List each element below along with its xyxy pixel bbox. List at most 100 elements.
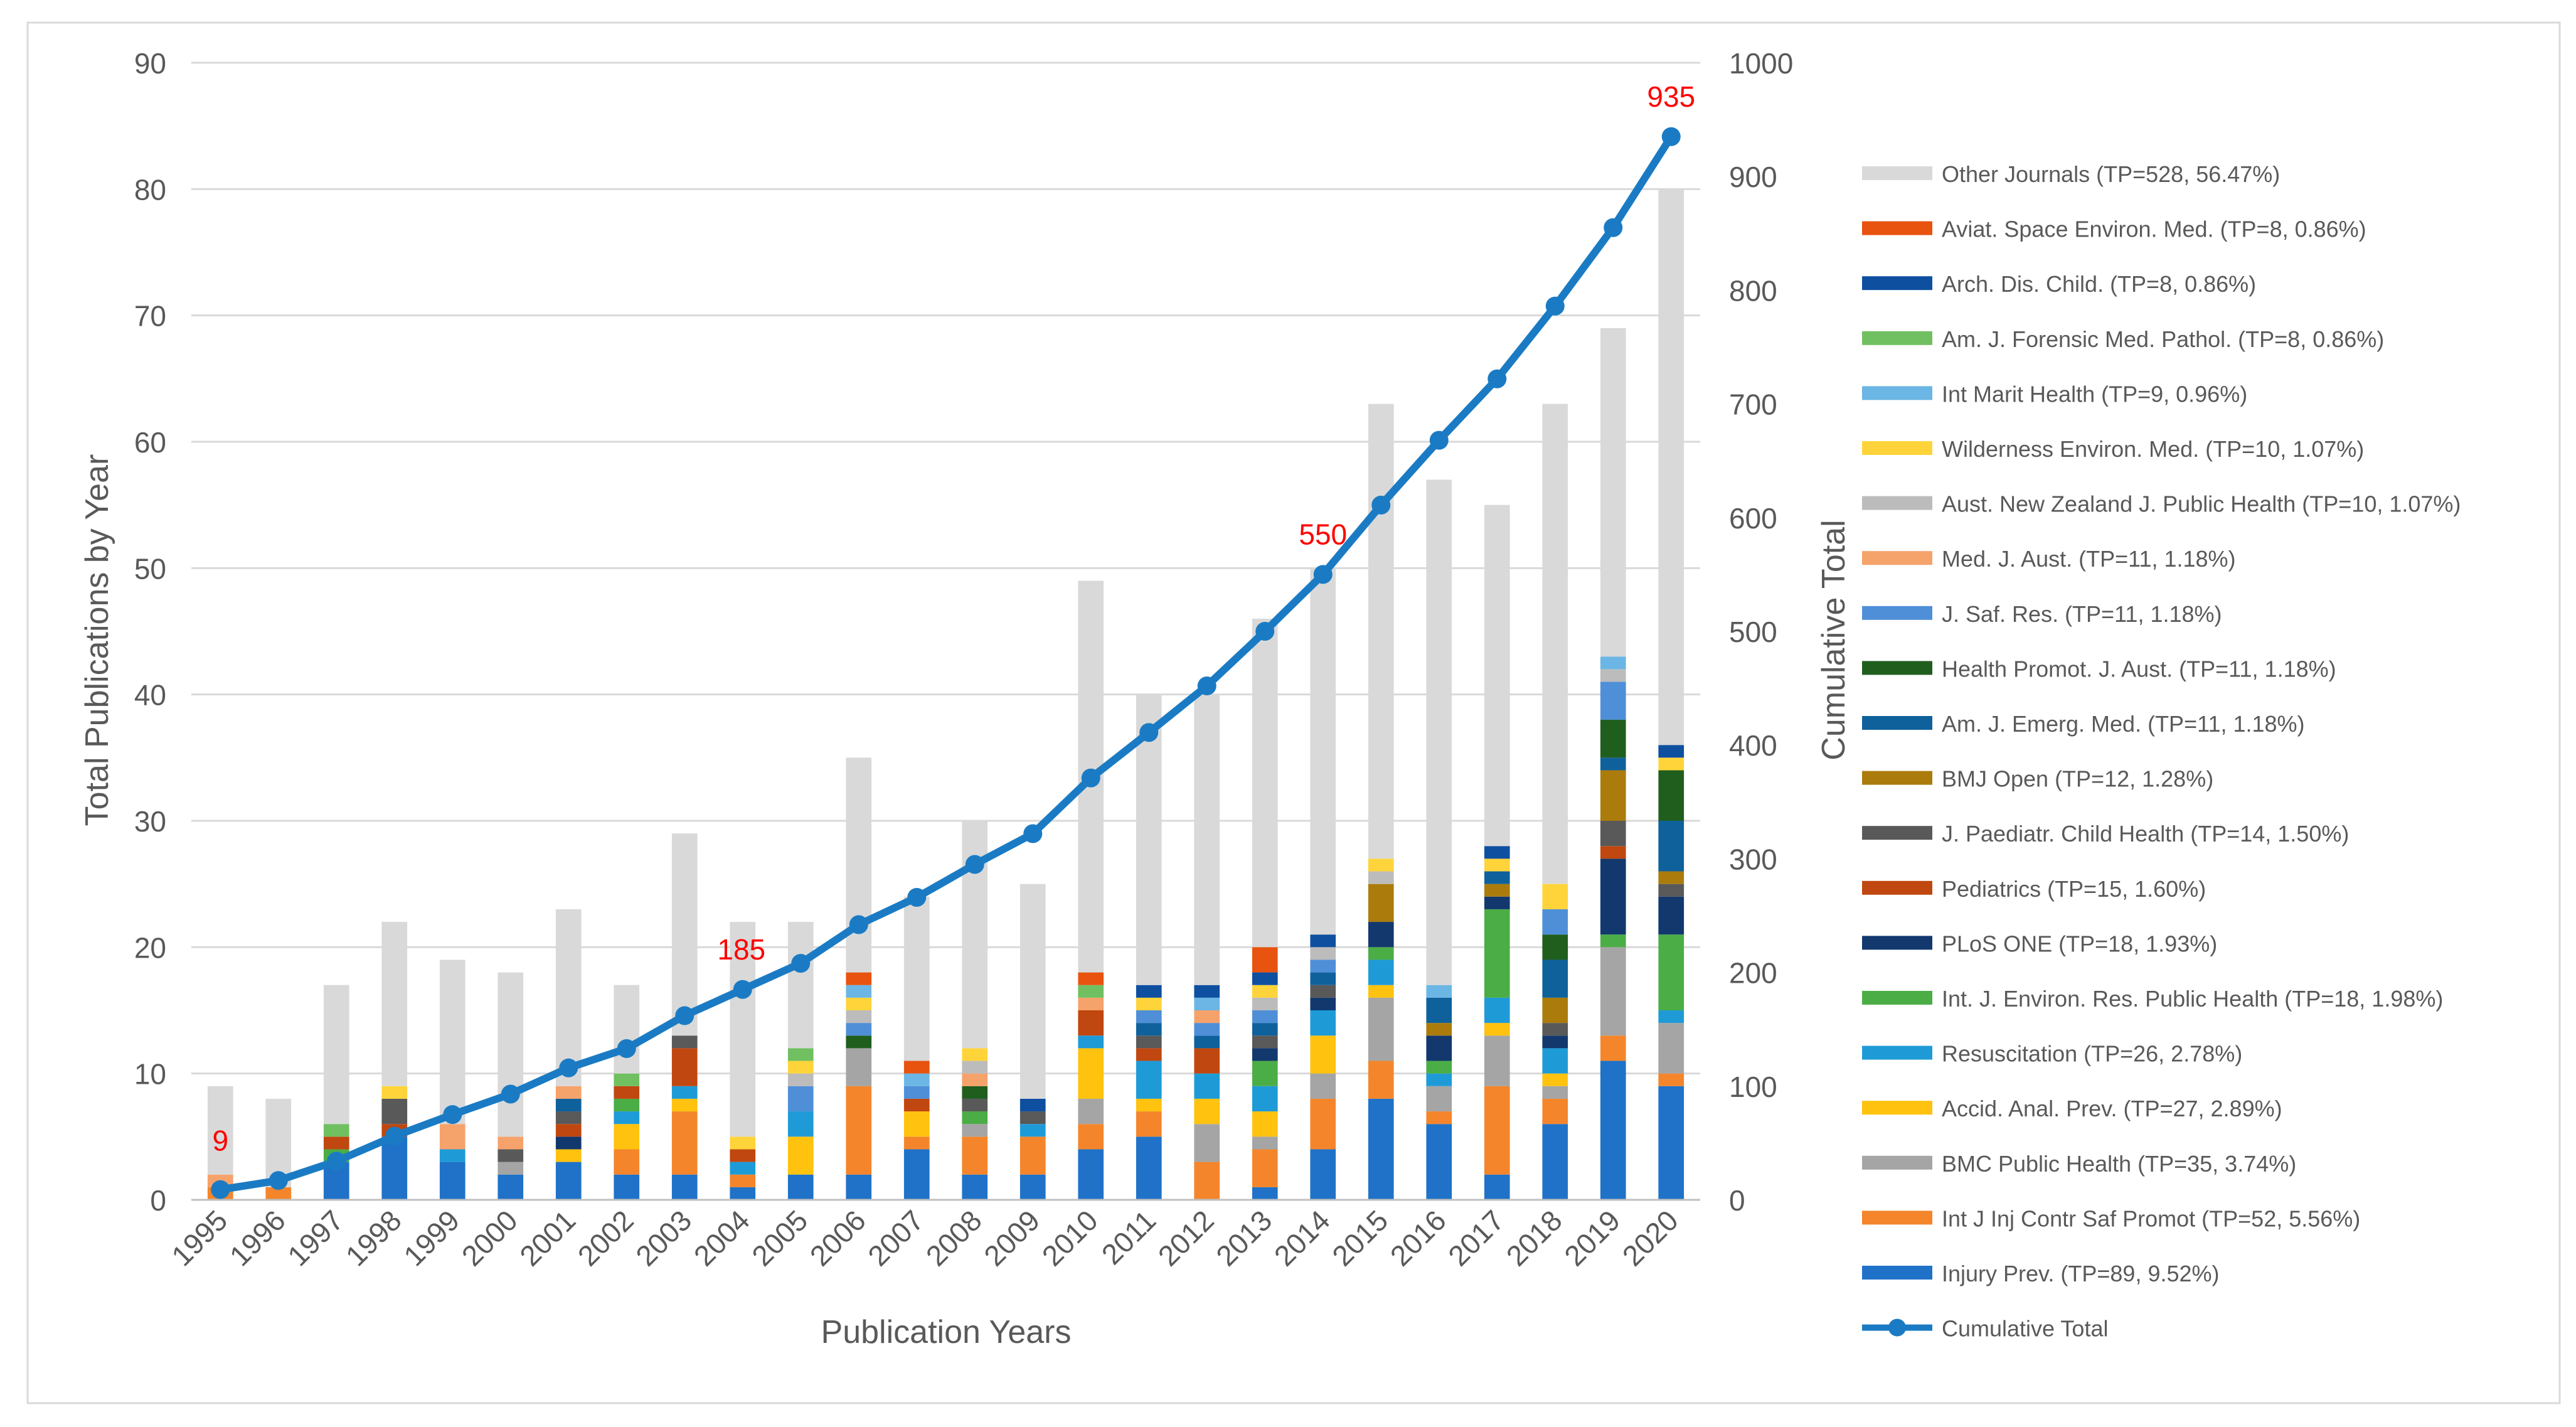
bar-segment (1252, 1136, 1278, 1150)
legend-label: Int Marit Health (TP=9, 0.96%) (1942, 381, 2247, 407)
bar-segment (730, 1136, 756, 1150)
cumulative-point (1081, 768, 1100, 788)
legend-swatch (1862, 221, 1932, 235)
bar-segment (1426, 985, 1452, 998)
bar-segment (1252, 1187, 1278, 1200)
bar-segment (846, 757, 872, 973)
bar-segment (1658, 896, 1685, 935)
bar-segment (787, 922, 814, 1049)
bar-segment (671, 1174, 698, 1200)
legend-swatch (1862, 1045, 1932, 1060)
bar-segment (1136, 997, 1162, 1010)
legend-swatch (1862, 551, 1932, 565)
bar-segment (1484, 1086, 1510, 1175)
bar-segment (903, 1086, 930, 1099)
legend-label: Aviat. Space Environ. Med. (TP=8, 0.86%) (1942, 216, 2366, 242)
bar-segment (962, 1086, 988, 1099)
bar-segment (555, 1149, 582, 1162)
y-tick-label: 80 (134, 173, 166, 206)
bar-segment (1542, 997, 1568, 1023)
bar-segment (381, 922, 408, 1086)
cumulative-line: 9 185 550 935 (211, 80, 1695, 1199)
y2-tick-label: 100 (1729, 1071, 1777, 1103)
bar-segment (1600, 1035, 1626, 1061)
bar-segment (730, 1162, 756, 1175)
legend-label: PLoS ONE (TP=18, 1.93%) (1942, 931, 2217, 956)
legend-label: Aust. New Zealand J. Public Health (TP=1… (1942, 491, 2461, 517)
bar-segment (1136, 1136, 1162, 1200)
bar-segment (1600, 947, 1626, 1036)
y-tick-label: 30 (134, 805, 166, 838)
bar-segment (1136, 1023, 1162, 1036)
bar-segment (555, 1124, 582, 1137)
cumulative-point (327, 1152, 346, 1171)
cumulative-point (211, 1180, 230, 1199)
legend-swatch (1862, 606, 1932, 620)
bar-segment (787, 1048, 814, 1061)
cumulative-point (1023, 824, 1043, 843)
bar-segment (1484, 997, 1510, 1023)
cumulative-data-label: 9 (212, 1125, 228, 1157)
bar-segment (1484, 505, 1510, 847)
bar-segment (1484, 871, 1510, 884)
legend-label: Pediatrics (TP=15, 1.60%) (1942, 876, 2206, 902)
bar-segment (787, 1174, 814, 1200)
cumulative-data-label: 550 (1299, 518, 1347, 550)
bar-segment (1252, 1023, 1278, 1036)
bar-segment (787, 1061, 814, 1074)
bar-segment (1368, 997, 1394, 1061)
legend-swatch (1862, 880, 1932, 895)
cumulative-point (675, 1006, 695, 1025)
bar-segment (1078, 1010, 1104, 1036)
bar-segment (1310, 997, 1336, 1010)
bar-segment (730, 1149, 756, 1162)
y2-tick-label: 700 (1729, 388, 1777, 421)
bar-segment (962, 1124, 988, 1137)
cumulative-point (385, 1126, 404, 1146)
bar-segment (903, 1073, 930, 1086)
legend-swatch (1862, 1101, 1932, 1115)
cumulative-point (1545, 296, 1565, 316)
bar-segment (1194, 1023, 1220, 1036)
bar-segment (846, 1023, 872, 1036)
y2-tick-label: 800 (1729, 274, 1777, 307)
bar-segment (1426, 1086, 1452, 1112)
bar-segment (1194, 1162, 1220, 1200)
y-tick-label: 10 (134, 1058, 166, 1091)
bar-segment (846, 1086, 872, 1175)
bar-segment (555, 1111, 582, 1125)
bar-segment (1078, 1149, 1104, 1200)
y2-tick-label: 400 (1729, 729, 1777, 762)
bar-segment (1658, 1010, 1685, 1023)
bar-segment (1542, 1124, 1568, 1200)
bar-segment (614, 1149, 640, 1175)
stacked-bars (207, 189, 1685, 1200)
bar-segment (1658, 884, 1685, 897)
bar-segment (1136, 1111, 1162, 1137)
bar-segment (1542, 1035, 1568, 1049)
bar-segment (1368, 1061, 1394, 1099)
y2-tick-label: 0 (1729, 1184, 1745, 1217)
bar-segment (1368, 871, 1394, 884)
cumulative-point (269, 1171, 288, 1190)
y2-tick-label: 500 (1729, 616, 1777, 648)
bar-segment (1542, 1023, 1568, 1036)
y2-tick-label: 900 (1729, 161, 1777, 193)
cumulative-point (617, 1039, 636, 1059)
x-axis-title: Publication Years (821, 1314, 1072, 1350)
bar-segment (787, 1073, 814, 1086)
bar-segment (555, 1136, 582, 1150)
bar-segment (555, 1086, 582, 1099)
bar-segment (614, 985, 640, 1074)
bar-segment (1542, 959, 1568, 998)
legend-label: BMC Public Health (TP=35, 3.74%) (1942, 1151, 2296, 1177)
legend-label: Arch. Dis. Child. (TP=8, 0.86%) (1942, 271, 2256, 297)
bar-segment (671, 1035, 698, 1049)
bar-segment (207, 1086, 233, 1175)
bar-segment (730, 1187, 756, 1200)
bar-segment (1542, 909, 1568, 935)
cumulative-data-label: 935 (1647, 80, 1695, 113)
bar-segment (323, 1136, 349, 1150)
bar-segment (1078, 1035, 1104, 1049)
legend-swatch (1862, 936, 1932, 950)
